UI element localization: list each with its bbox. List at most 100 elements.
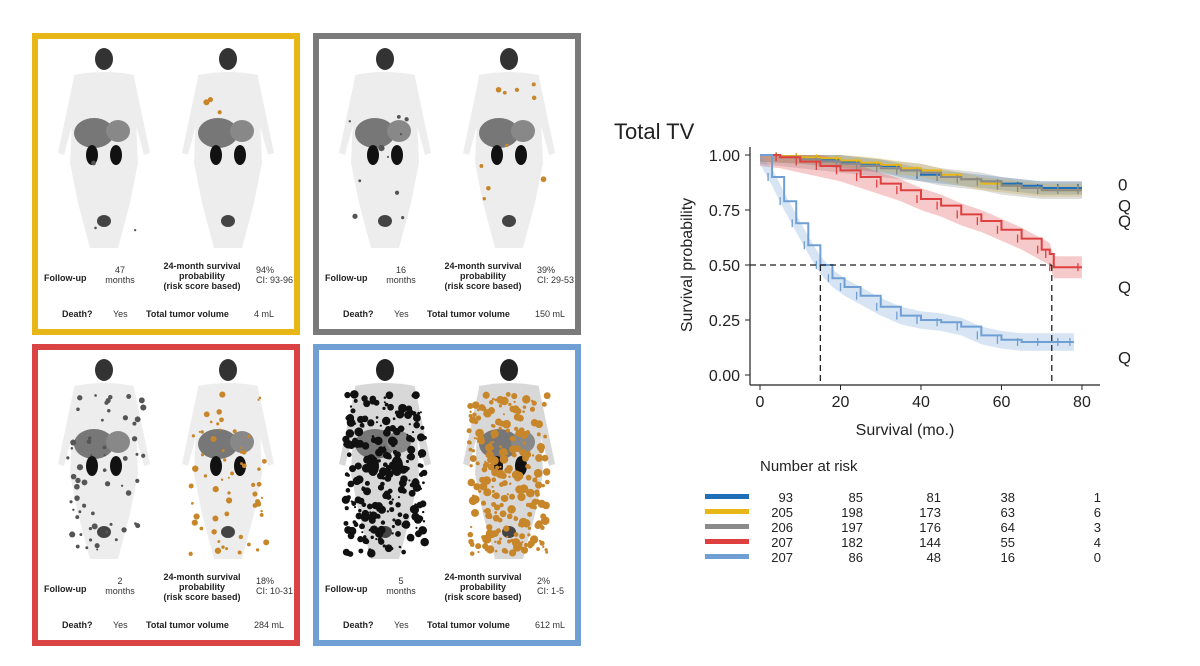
pet-image-overlay: [463, 359, 555, 559]
panel-info: Follow-up 16 months 24-month survival prob…: [319, 261, 575, 331]
series-label: Q4: [1118, 348, 1130, 367]
risk-count: 85: [848, 490, 863, 505]
tumor-volume-value: 150 mL: [535, 309, 566, 319]
risk-count: 6: [1093, 505, 1101, 520]
confidence-band: [760, 155, 1074, 351]
survival-value: 39% CI: 29-53: [537, 265, 575, 285]
risk-row: 207 182 144 55 4: [705, 535, 1105, 550]
x-tick-label: 80: [1073, 394, 1091, 411]
death-value: Yes: [113, 309, 128, 319]
survival-label: 24-month survival probability (risk score …: [444, 572, 522, 602]
death-label: Death?: [62, 620, 93, 630]
risk-count: 207: [771, 535, 793, 550]
x-tick-label: 40: [912, 394, 930, 411]
risk-swatch: [705, 524, 749, 529]
tumor-volume-label: Total tumor volume: [427, 309, 510, 319]
pet-image: [58, 359, 150, 559]
x-tick-label: 20: [832, 394, 850, 411]
x-tick-label: 0: [756, 394, 765, 411]
series-label: Q1: [1118, 197, 1130, 216]
risk-count: 3: [1093, 520, 1101, 535]
tumor-volume-value: 4 mL: [254, 309, 275, 319]
pet-image: [339, 48, 431, 248]
risk-count: 0: [1093, 550, 1101, 565]
risk-count: 38: [1000, 490, 1015, 505]
y-tick-label: 0.25: [709, 313, 740, 330]
risk-row: 207 86 48 16 0: [705, 550, 1105, 565]
panel-info: Follow-up 47 months 24-month survival prob…: [38, 261, 294, 331]
survival-chart: Total TV Survival probability Survival (…: [614, 119, 1130, 439]
y-tick-label: 1.00: [709, 148, 740, 165]
death-label: Death?: [343, 309, 374, 319]
tumor-volume-label: Total tumor volume: [427, 620, 510, 630]
risk-count: 64: [1000, 520, 1015, 535]
follow-up-value: 5 months: [386, 576, 416, 596]
risk-count: 86: [848, 550, 863, 565]
tumor-volume-value: 612 mL: [535, 620, 566, 630]
risk-count: 4: [1093, 535, 1101, 550]
pet-image-overlay: [182, 48, 274, 248]
series-line-q3: [760, 154, 1082, 269]
risk-swatch: [705, 554, 749, 559]
death-label: Death?: [343, 620, 374, 630]
x-axis-label: Survival (mo.): [856, 422, 955, 439]
risk-count: 1: [1093, 490, 1101, 505]
risk-count: 206: [771, 520, 793, 535]
panel-info: Follow-up 5 months 24-month survival proba…: [319, 572, 575, 642]
series-label: Q2: [1118, 212, 1130, 231]
survival-value: 2% CI: 1-5: [537, 576, 565, 596]
chart-title: Total TV: [614, 119, 695, 144]
series-line-q4: [760, 154, 1074, 343]
risk-count: 173: [919, 505, 941, 520]
follow-up-label: Follow-up: [325, 584, 368, 594]
y-tick-label: 0.75: [709, 203, 740, 220]
series-line-q2: [760, 154, 1082, 192]
risk-count: 16: [1000, 550, 1015, 565]
risk-count: 144: [919, 535, 941, 550]
risk-count: 198: [841, 505, 863, 520]
follow-up-value: 2 months: [105, 576, 135, 596]
y-axis-label: Survival probability: [679, 198, 696, 332]
series-label: Q3: [1118, 278, 1130, 297]
follow-up-value: 16 months: [386, 265, 416, 285]
pet-image-overlay: [182, 359, 274, 559]
pet-panel-q3: Follow-up 2 months 24-month survival proba…: [32, 344, 300, 646]
risk-count: 55: [1000, 535, 1015, 550]
pet-panel-q4: Follow-up 5 months 24-month survival proba…: [313, 344, 581, 646]
y-tick-label: 0.00: [709, 368, 740, 385]
risk-count: 63: [1000, 505, 1015, 520]
pet-panel-q1: Follow-up 47 months 24-month survival prob…: [32, 33, 300, 335]
risk-count: 207: [771, 550, 793, 565]
y-tick-label: 0.50: [709, 258, 740, 275]
pet-image: [58, 48, 150, 248]
death-value: Yes: [394, 620, 409, 630]
tumor-volume-label: Total tumor volume: [146, 620, 229, 630]
follow-up-value: 47 months: [105, 265, 135, 285]
risk-swatch: [705, 509, 749, 514]
risk-count: 205: [771, 505, 793, 520]
survival-value: 94% CI: 93-96: [256, 265, 294, 285]
death-label: Death?: [62, 309, 93, 319]
tumor-volume-value: 284 mL: [254, 620, 285, 630]
pet-image: [339, 359, 431, 559]
risk-count: 81: [926, 490, 941, 505]
confidence-band: [760, 155, 1082, 279]
pet-image-overlay: [463, 48, 555, 248]
pet-panel-q2: Follow-up 16 months 24-month survival prob…: [313, 33, 581, 335]
survival-label: 24-month survival probability (risk score …: [444, 261, 522, 291]
panel-info: Follow-up 2 months 24-month survival proba…: [38, 572, 294, 642]
risk-swatch: [705, 539, 749, 544]
risk-count: 93: [778, 490, 793, 505]
follow-up-label: Follow-up: [44, 273, 87, 283]
death-value: Yes: [394, 309, 409, 319]
risk-row: 205 198 173 63 6: [705, 505, 1105, 520]
survival-label: 24-month survival probability (risk score …: [163, 261, 241, 291]
risk-row: 93 85 81 38 1: [705, 490, 1105, 505]
survival-label: 24-month survival probability (risk score …: [163, 572, 241, 602]
survival-value: 18% CI: 10-31: [256, 576, 294, 596]
risk-table-title: Number at risk: [760, 458, 858, 475]
risk-count: 48: [926, 550, 941, 565]
risk-row: 206 197 176 64 3: [705, 520, 1105, 535]
series-label: 0: [1118, 176, 1127, 195]
risk-swatch: [705, 494, 749, 499]
